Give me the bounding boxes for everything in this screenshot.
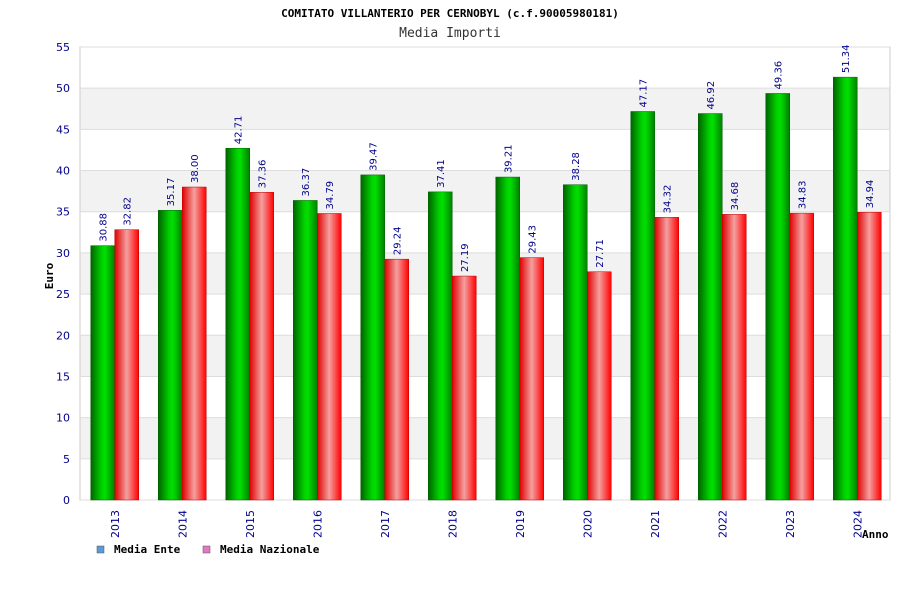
value-label-media-nazionale-2014: 38.00: [190, 154, 201, 183]
x-tick-label: 2017: [379, 510, 392, 538]
legend-label-media-nazionale: Media Nazionale: [220, 543, 320, 556]
legend-label-media-ente: Media Ente: [114, 543, 181, 556]
bar-media-nazionale-2022: [722, 214, 747, 501]
bar-media-ente-2017: [360, 174, 385, 501]
value-label-media-ente-2013: 30.88: [99, 213, 110, 242]
y-tick-label: 15: [56, 370, 70, 383]
value-label-media-nazionale-2013: 32.82: [123, 197, 134, 226]
y-axis-title: Euro: [43, 262, 56, 289]
x-tick-label: 2023: [784, 510, 797, 538]
x-tick-label: 2021: [649, 510, 662, 538]
bar-media-nazionale-2018: [452, 275, 477, 501]
legend-swatch-media-nazionale: [202, 545, 211, 554]
bar-media-nazionale-2021: [654, 217, 679, 501]
x-tick-label: 2019: [514, 510, 527, 538]
value-label-media-ente-2023: 49.36: [774, 61, 785, 90]
bar-media-ente-2024: [833, 76, 858, 501]
y-tick-label: 45: [56, 123, 70, 136]
grid-band: [80, 170, 890, 212]
value-label-media-nazionale-2017: 29.24: [393, 227, 404, 256]
bar-media-nazionale-2024: [857, 211, 882, 501]
y-tick-label: 10: [56, 412, 70, 425]
bar-media-ente-2020: [563, 184, 588, 501]
x-tick-label: 2015: [244, 510, 257, 538]
bar-media-nazionale-2017: [384, 258, 409, 501]
grid-bands: [80, 88, 890, 459]
value-label-media-nazionale-2020: 27.71: [595, 239, 606, 268]
y-axis-ticks: 0 5 10 15 20 25 30 35 40 45 50 55: [56, 41, 70, 507]
bar-media-nazionale-2020: [587, 271, 612, 501]
bar-media-ente-2019: [495, 176, 520, 501]
x-tick-label: 2024: [851, 510, 864, 538]
x-axis-ticks: 2013 2014 2015 2016 2017 2018 2019 2020 2021 2022…: [109, 510, 865, 538]
value-label-media-ente-2022: 46.92: [706, 81, 717, 110]
grid-band: [80, 335, 890, 377]
bar-media-nazionale-2013: [114, 229, 139, 501]
bars: [90, 76, 882, 501]
bar-media-nazionale-2019: [519, 257, 544, 501]
value-label-media-ente-2024: 51.34: [841, 45, 852, 74]
x-tick-label: 2016: [311, 510, 324, 538]
value-label-media-nazionale-2024: 34.94: [865, 180, 876, 209]
bar-media-ente-2014: [158, 210, 183, 501]
x-tick-label: 2022: [716, 510, 729, 538]
y-tick-label: 0: [63, 494, 70, 507]
value-label-media-nazionale-2016: 34.79: [325, 181, 336, 210]
bar-media-ente-2013: [90, 245, 115, 501]
chart-title: COMITATO VILLANTERIO PER CERNOBYL (c.f.9…: [281, 7, 619, 20]
value-label-media-ente-2018: 37.41: [436, 159, 447, 188]
legend: Media Ente Media Nazionale: [96, 543, 320, 556]
bar-media-ente-2023: [765, 93, 790, 501]
bar-media-nazionale-2015: [249, 192, 274, 501]
y-tick-label: 20: [56, 329, 70, 342]
chart-subtitle: Media Importi: [399, 26, 501, 41]
value-label-media-ente-2014: 35.17: [166, 178, 177, 207]
y-tick-label: 40: [56, 165, 70, 178]
value-label-media-nazionale-2023: 34.83: [798, 180, 809, 209]
grid-band: [80, 88, 890, 130]
bar-media-nazionale-2014: [182, 186, 207, 501]
value-label-media-ente-2017: 39.47: [369, 142, 380, 171]
value-label-media-ente-2019: 39.21: [504, 144, 515, 173]
bar-media-ente-2022: [698, 113, 723, 501]
x-tick-label: 2014: [176, 510, 189, 538]
x-tick-label: 2018: [446, 510, 459, 538]
y-tick-label: 5: [63, 453, 70, 466]
y-tick-label: 35: [56, 206, 70, 219]
value-label-media-ente-2016: 36.37: [301, 168, 312, 197]
x-tick-label: 2013: [109, 510, 122, 538]
bar-media-nazionale-2016: [317, 213, 342, 501]
x-tick-label: 2020: [581, 510, 594, 538]
bar-media-nazionale-2023: [789, 212, 814, 501]
value-label-media-nazionale-2018: 27.19: [460, 243, 471, 272]
grid-lines: [80, 46, 890, 501]
value-label-media-ente-2021: 47.17: [639, 79, 650, 108]
value-label-media-nazionale-2019: 29.43: [528, 225, 539, 254]
legend-swatch-media-ente: [96, 545, 105, 554]
y-tick-label: 50: [56, 82, 70, 95]
value-labels: 30.88 32.82 35.17 38.00 42.71 37.36 36.37 34.79…: [99, 45, 877, 273]
bar-media-ente-2021: [630, 111, 655, 501]
value-label-media-ente-2015: 42.71: [234, 116, 245, 145]
value-label-media-ente-2020: 38.28: [571, 152, 582, 181]
y-tick-label: 55: [56, 41, 70, 54]
bar-media-ente-2015: [225, 147, 250, 501]
value-label-media-nazionale-2021: 34.32: [663, 185, 674, 214]
y-tick-label: 25: [56, 288, 70, 301]
value-label-media-nazionale-2022: 34.68: [730, 182, 741, 211]
y-tick-label: 30: [56, 247, 70, 260]
grid-band: [80, 417, 890, 459]
bar-media-ente-2016: [293, 200, 318, 501]
value-label-media-nazionale-2015: 37.36: [258, 160, 269, 189]
x-axis-title: Anno: [862, 528, 889, 541]
grid-band: [80, 252, 890, 295]
bar-media-ente-2018: [428, 191, 453, 501]
